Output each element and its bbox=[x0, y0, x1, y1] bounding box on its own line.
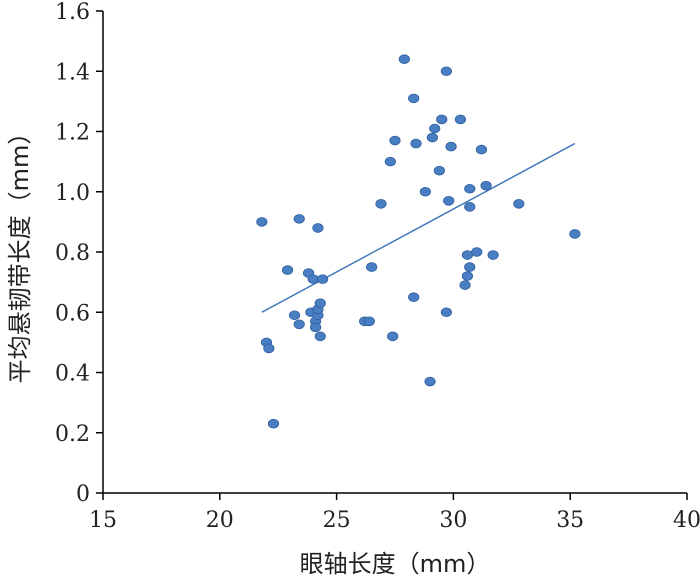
data-point bbox=[461, 250, 474, 260]
y-tick-label: 0.4 bbox=[55, 362, 90, 387]
data-point bbox=[475, 144, 488, 155]
data-point bbox=[440, 307, 452, 318]
x-tick-label: 35 bbox=[556, 508, 584, 533]
data-point bbox=[454, 114, 467, 125]
data-point bbox=[288, 310, 301, 321]
data-point bbox=[363, 316, 375, 327]
tick-labels: 15 20 25 30 35 40 0 0.2 0.4 0.6 0.8 1.0 1.2 1.4 1.6 bbox=[55, 0, 700, 533]
data-point bbox=[293, 214, 305, 224]
trend-line bbox=[261, 142, 576, 313]
y-tick-label: 1.2 bbox=[55, 121, 90, 146]
data-point bbox=[314, 298, 326, 309]
x-tick-label: 20 bbox=[206, 508, 234, 533]
data-point bbox=[419, 186, 431, 197]
axes bbox=[102, 11, 687, 494]
data-point bbox=[312, 223, 324, 233]
y-axis-title: 平均悬韧带长度（mm） bbox=[6, 121, 34, 384]
data-point bbox=[309, 322, 322, 333]
data-point bbox=[513, 199, 525, 209]
data-point bbox=[424, 376, 436, 387]
y-tick-label: 0 bbox=[76, 482, 90, 507]
data-point bbox=[389, 135, 401, 146]
data-point bbox=[436, 114, 448, 125]
data-point bbox=[314, 331, 326, 342]
data-point bbox=[316, 274, 329, 284]
data-point bbox=[375, 199, 387, 209]
data-point bbox=[384, 156, 396, 167]
data-point bbox=[408, 292, 420, 302]
data-point bbox=[426, 132, 438, 143]
data-point bbox=[263, 343, 275, 354]
data-point bbox=[464, 183, 476, 194]
data-point bbox=[366, 262, 378, 272]
data-point bbox=[281, 265, 294, 275]
data-point bbox=[487, 250, 499, 260]
data-point bbox=[387, 331, 399, 342]
data-point bbox=[429, 123, 441, 134]
y-tick-label: 0.2 bbox=[55, 422, 90, 447]
data-point bbox=[293, 319, 305, 330]
tick-marks bbox=[96, 10, 688, 500]
data-point bbox=[480, 180, 492, 191]
y-tick-label: 1.6 bbox=[55, 0, 90, 25]
x-axis-title: 眼轴长度（mm） bbox=[300, 550, 491, 578]
data-point bbox=[461, 271, 474, 281]
data-point bbox=[398, 54, 410, 64]
data-point bbox=[410, 138, 422, 149]
data-point bbox=[443, 195, 455, 206]
data-point bbox=[464, 262, 476, 272]
x-tick-label: 40 bbox=[673, 508, 700, 533]
data-point bbox=[569, 229, 581, 239]
x-tick-label: 30 bbox=[439, 508, 467, 533]
data-points bbox=[256, 54, 581, 429]
y-tick-label: 0.8 bbox=[55, 241, 90, 266]
data-point bbox=[307, 274, 319, 284]
data-point bbox=[256, 217, 268, 227]
data-point bbox=[459, 280, 471, 290]
data-point bbox=[464, 202, 476, 212]
x-tick-label: 25 bbox=[323, 508, 351, 533]
y-tick-label: 1.4 bbox=[55, 60, 90, 85]
data-point bbox=[445, 141, 457, 152]
y-tick-label: 0.6 bbox=[55, 301, 90, 326]
data-point bbox=[433, 165, 445, 176]
data-point bbox=[267, 418, 280, 429]
data-point bbox=[408, 93, 420, 104]
x-tick-label: 15 bbox=[89, 508, 117, 533]
y-tick-label: 1.0 bbox=[55, 181, 90, 206]
data-point bbox=[440, 66, 452, 77]
data-point bbox=[471, 247, 483, 257]
